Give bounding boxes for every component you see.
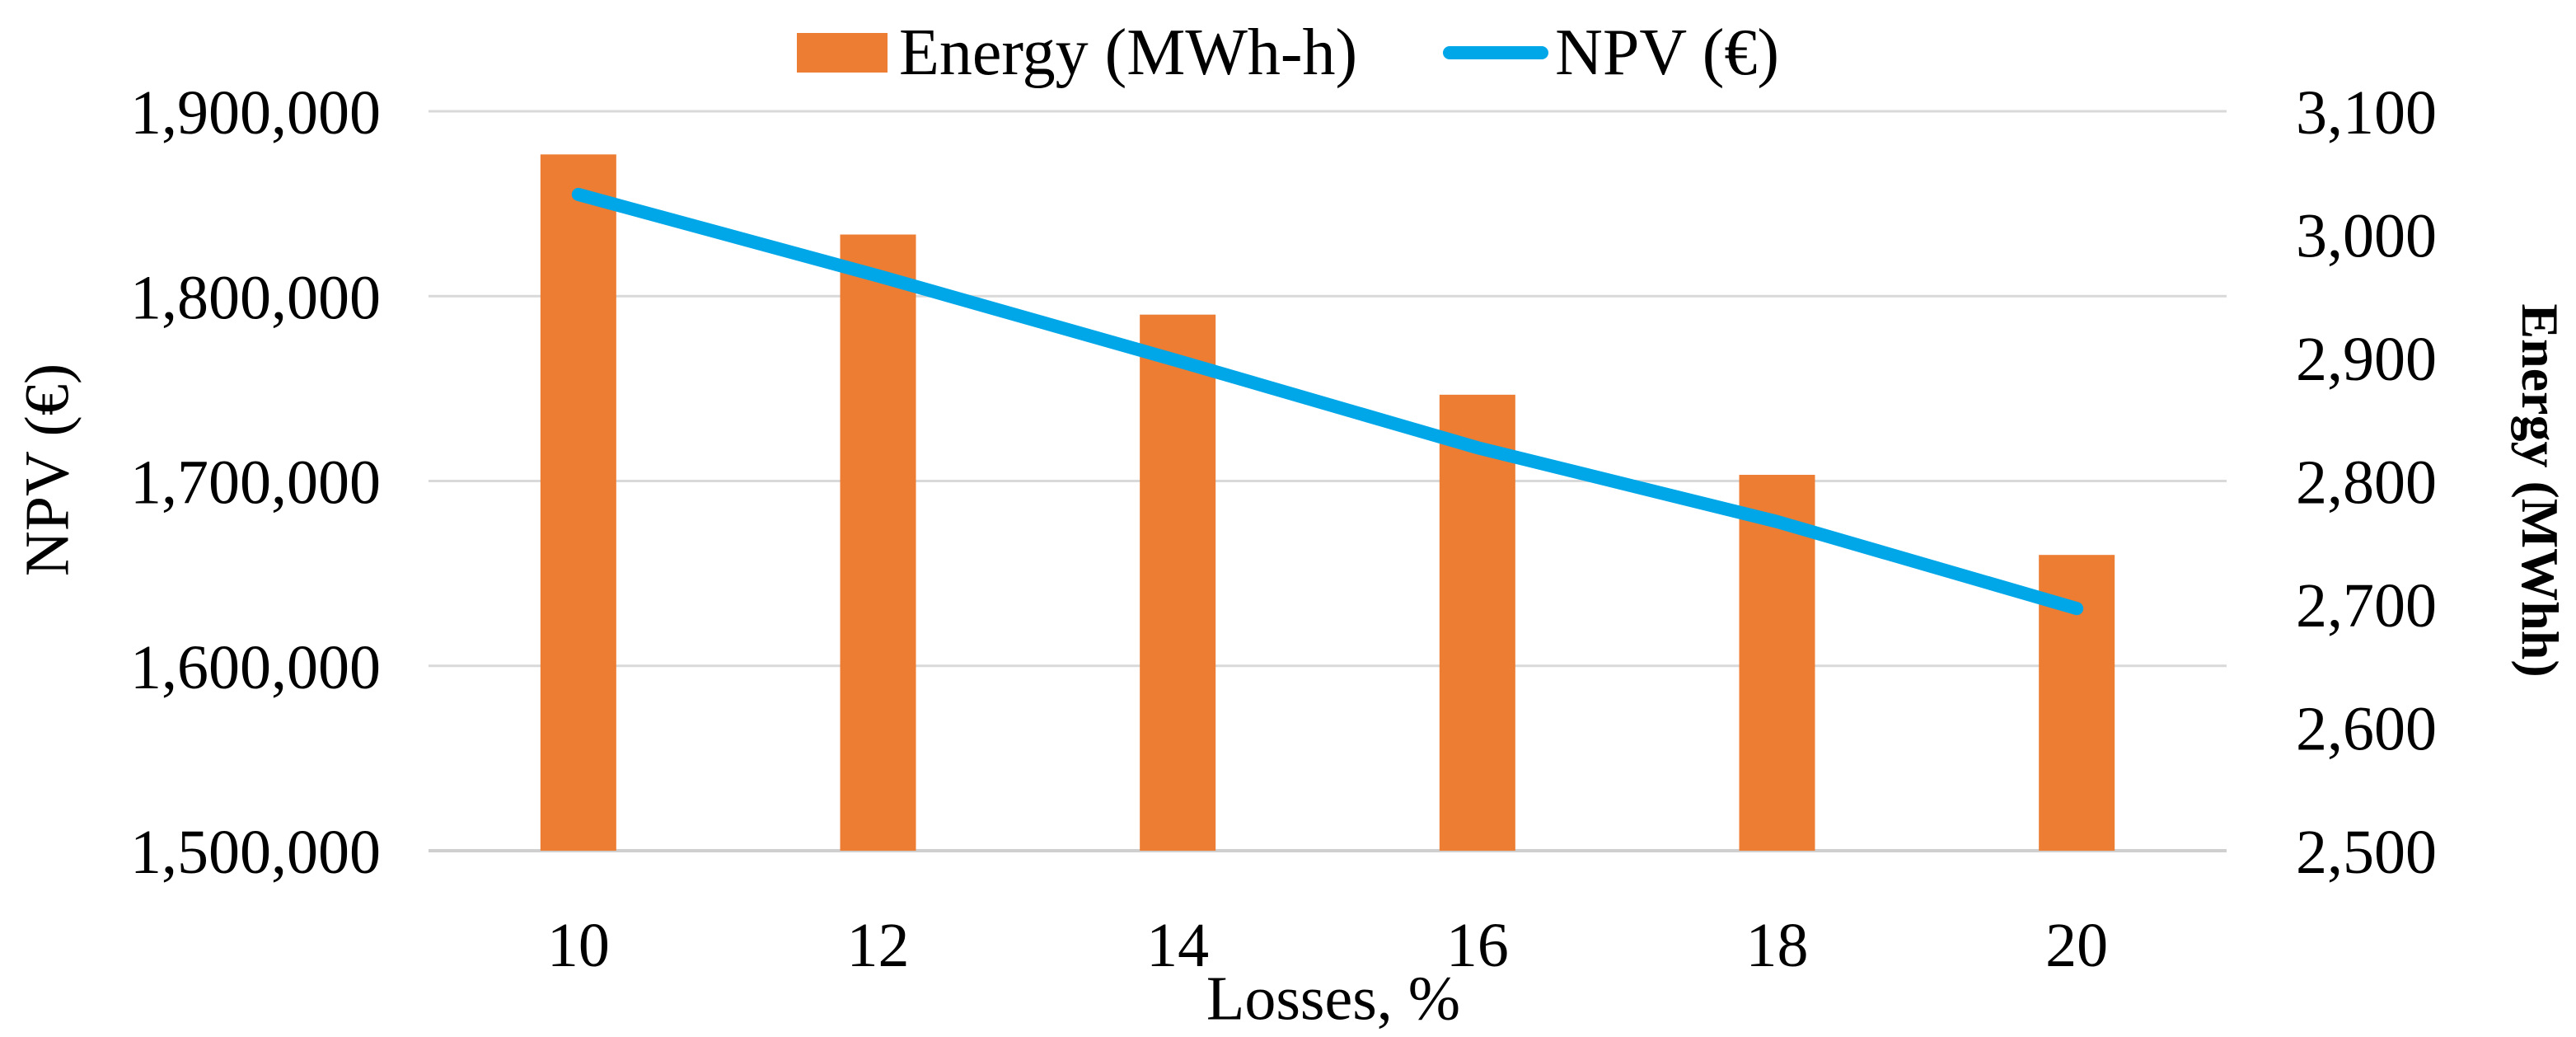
right-axis-tick-label: 2,600 bbox=[2296, 695, 2437, 764]
x-axis-tick-label: 18 bbox=[1746, 911, 1809, 980]
energy-bar bbox=[840, 234, 916, 851]
x-axis-tick-label: 12 bbox=[847, 911, 910, 980]
legend-item-energy: Energy (MWh-h) bbox=[796, 16, 1358, 89]
energy-bar bbox=[540, 154, 616, 851]
x-axis-title: Losses, % bbox=[1206, 964, 1461, 1034]
right-axis-tick-label: 3,000 bbox=[2296, 202, 2437, 271]
left-axis-tick-label: 1,500,000 bbox=[130, 818, 381, 887]
npv-line bbox=[571, 187, 2084, 616]
x-axis-tick-label: 10 bbox=[547, 911, 610, 980]
left-axis-title: NPV (€) bbox=[12, 363, 82, 577]
legend-label-energy: Energy (MWh-h) bbox=[898, 16, 1358, 89]
bar-swatch-icon bbox=[796, 33, 888, 73]
x-axis-tick-label: 14 bbox=[1146, 911, 1209, 980]
left-axis-tick-label: 1,600,000 bbox=[130, 633, 381, 702]
right-axis-tick-label: 2,900 bbox=[2296, 325, 2437, 394]
right-axis-tick-label: 2,500 bbox=[2296, 818, 2437, 887]
legend-label-npv: NPV (€) bbox=[1555, 16, 1780, 89]
energy-bar bbox=[1739, 475, 1815, 851]
legend: Energy (MWh-h) NPV (€) bbox=[796, 16, 1779, 89]
left-axis-tick-label: 1,800,000 bbox=[130, 263, 381, 332]
right-axis-title: Energy (MWhh) bbox=[2511, 303, 2569, 678]
x-axis-tick-label: 20 bbox=[2045, 911, 2108, 980]
right-axis-tick-label: 2,800 bbox=[2296, 448, 2437, 518]
line-swatch-icon bbox=[1443, 46, 1549, 59]
legend-item-npv: NPV (€) bbox=[1443, 20, 1779, 86]
energy-bar bbox=[1439, 394, 1515, 852]
x-axis-tick-label: 16 bbox=[1446, 911, 1509, 980]
left-axis-tick-label: 1,700,000 bbox=[130, 448, 381, 518]
left-axis-tick-label: 1,900,000 bbox=[130, 78, 381, 148]
energy-bar bbox=[1140, 314, 1216, 851]
right-axis-tick-label: 3,100 bbox=[2296, 78, 2437, 148]
right-axis-tick-label: 2,700 bbox=[2296, 571, 2437, 640]
